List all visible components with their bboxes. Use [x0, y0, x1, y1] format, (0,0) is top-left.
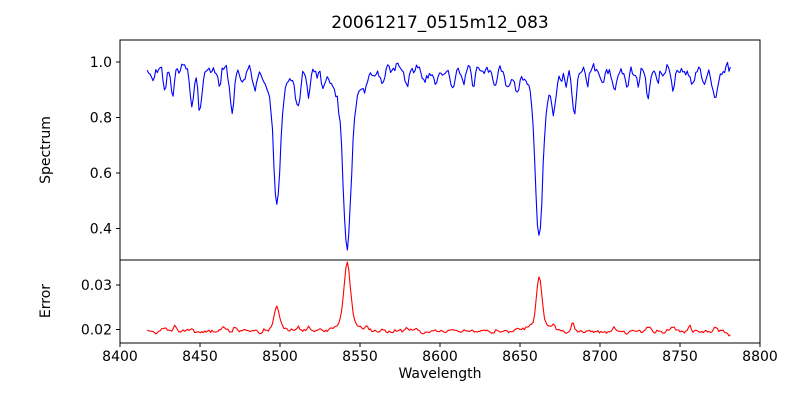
x-tick-label: 8650	[502, 349, 538, 365]
spectrum-y-tick-label: 0.8	[90, 111, 112, 127]
error-y-tick-label: 0.03	[81, 278, 112, 294]
spectrum-y-axis-label: Spectrum	[38, 116, 54, 184]
chart-title: 20061217_0515m12_083	[331, 13, 549, 33]
x-tick-label: 8700	[582, 349, 618, 365]
x-tick-label: 8600	[422, 349, 458, 365]
tick-layer: 8400 8450 8500 8550 8600 8650 8700 8750 8800 0.4 0…	[81, 55, 778, 365]
x-tick-label: 8450	[182, 349, 218, 365]
series-layer	[146, 61, 731, 337]
spectrum-y-tick-label: 0.6	[90, 166, 112, 182]
spectrum-y-tick-label: 0.4	[90, 222, 112, 238]
error-line	[147, 261, 731, 337]
x-tick-label: 8550	[342, 349, 378, 365]
error-y-axis-label: Error	[38, 283, 54, 319]
x-axis-label: Wavelength	[398, 366, 482, 382]
spectrum-y-tick-label: 1.0	[90, 55, 112, 71]
x-tick-label: 8400	[102, 349, 138, 365]
spectrum-line	[146, 61, 731, 251]
x-tick-label: 8500	[262, 349, 298, 365]
x-tick-label: 8800	[742, 349, 778, 365]
x-tick-label: 8750	[662, 349, 698, 365]
error-y-tick-label: 0.02	[81, 323, 112, 339]
